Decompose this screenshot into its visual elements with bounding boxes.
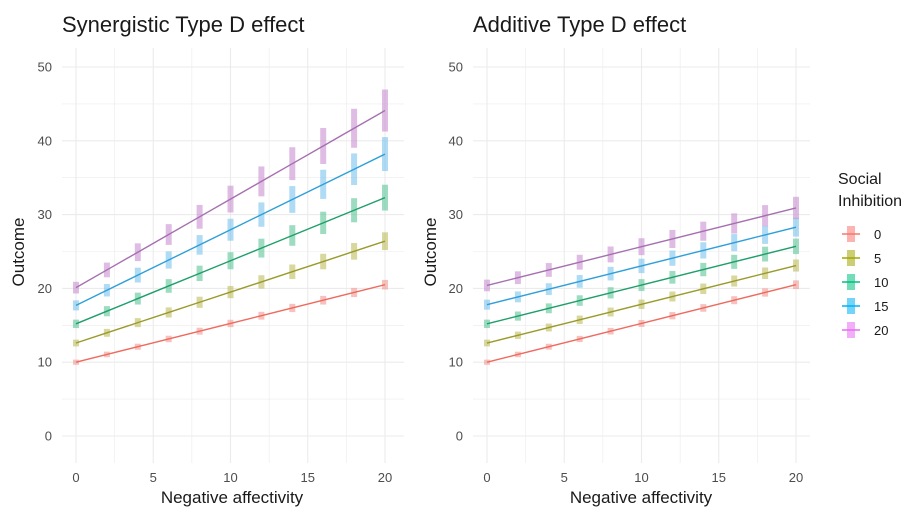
legend-key-swatch (847, 250, 855, 266)
legend-key-swatch (847, 298, 855, 314)
line-series-20 (486, 207, 797, 287)
band-series-15 (793, 217, 799, 237)
series-lines (486, 207, 797, 363)
legend-key-swatch (847, 274, 855, 290)
legend-items: 0 5 10 15 20 (842, 226, 888, 338)
line-series-20 (75, 109, 386, 289)
x-tick-label: 5 (150, 470, 157, 485)
band-series-5 (73, 339, 79, 347)
line-series-15 (486, 226, 797, 306)
legend: Social Inhibition 0 5 10 15 20 (838, 171, 902, 338)
x-tick-label: 10 (634, 470, 648, 485)
band-series-10 (382, 184, 388, 211)
y-tick-label: 30 (38, 207, 52, 222)
y-tick-label: 0 (45, 429, 52, 444)
panel-additive: 0 10 20 30 40 50 0 5 10 15 20 Additive Type D effe… (421, 12, 810, 507)
x-tick-label: 15 (301, 470, 315, 485)
line-series-10 (486, 245, 797, 325)
x-tick-label: 5 (561, 470, 568, 485)
x-tick-label: 10 (223, 470, 237, 485)
legend-label: 0 (874, 227, 881, 242)
y-axis-label-synergistic: Outcome (9, 218, 28, 287)
legend-label: 20 (874, 323, 888, 338)
x-tick-label: 20 (789, 470, 803, 485)
legend-title-line2: Inhibition (838, 193, 902, 210)
band-series-15 (73, 300, 79, 311)
y-tick-label: 30 (449, 207, 463, 222)
y-tick-label: 40 (38, 133, 52, 148)
series-lines (75, 109, 386, 363)
legend-key-swatch (847, 226, 855, 242)
band-series-10 (73, 319, 79, 329)
line-series-15 (75, 153, 386, 306)
chart-title-additive: Additive Type D effect (473, 12, 686, 37)
x-axis-label-additive: Negative affectivity (570, 488, 713, 507)
y-tick-label: 20 (38, 281, 52, 296)
y-tick-label: 40 (449, 133, 463, 148)
line-series-5 (486, 264, 797, 344)
y-tick-label: 20 (449, 281, 463, 296)
x-tick-label: 0 (483, 470, 490, 485)
band-series-20 (793, 196, 799, 220)
tick-labels: 0 10 20 30 40 50 0 5 10 15 20 (449, 60, 804, 486)
line-series-10 (75, 196, 386, 325)
y-tick-label: 10 (38, 355, 52, 370)
chart-title-synergistic: Synergistic Type D effect (62, 12, 305, 37)
band-series-20 (73, 281, 79, 294)
x-tick-label: 20 (378, 470, 392, 485)
y-tick-label: 10 (449, 355, 463, 370)
y-tick-label: 0 (456, 429, 463, 444)
line-series-5 (75, 240, 386, 344)
line-series-0 (486, 284, 797, 363)
band-series-5 (382, 232, 388, 251)
legend-key-swatch (847, 322, 855, 338)
legend-label: 10 (874, 275, 888, 290)
panel-synergistic: 0 10 20 30 40 50 0 5 10 15 20 Synergistic Type D e… (9, 12, 404, 507)
line-series-0 (75, 284, 386, 363)
x-tick-label: 15 (712, 470, 726, 485)
band-series-5 (484, 339, 490, 347)
band-series-10 (484, 319, 490, 329)
legend-label: 5 (874, 251, 881, 266)
y-axis-label-additive: Outcome (421, 218, 440, 287)
y-tick-label: 50 (449, 60, 463, 75)
x-tick-label: 0 (72, 470, 79, 485)
x-axis-label-synergistic: Negative affectivity (161, 488, 304, 507)
legend-title-line1: Social (838, 171, 882, 188)
tick-labels: 0 10 20 30 40 50 0 5 10 15 20 (38, 60, 393, 486)
y-tick-label: 50 (38, 60, 52, 75)
legend-label: 15 (874, 299, 888, 314)
